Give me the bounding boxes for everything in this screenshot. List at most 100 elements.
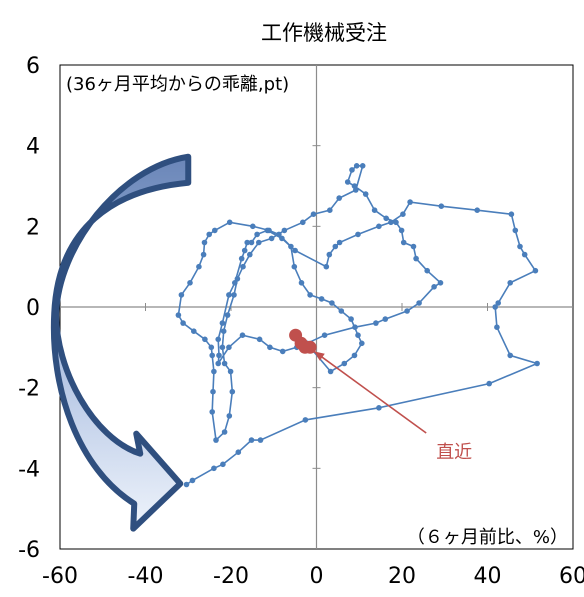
data-point [398,227,405,234]
data-point [227,368,234,375]
data-point [492,304,499,310]
data-point [359,340,365,347]
data-point [376,223,382,230]
data-series [175,163,540,488]
x-tick-label: -60 [42,564,78,589]
data-point [424,267,431,274]
data-point [266,227,272,234]
data-point [371,207,378,213]
data-point [332,243,339,250]
data-point [438,203,445,209]
data-point [202,336,208,343]
data-point [474,207,481,213]
x-tick-label: 60 [559,564,584,589]
data-point [200,251,207,258]
data-point [388,219,394,226]
curved-arrow-graphic [50,153,192,532]
data-point [248,437,255,443]
data-point [209,352,215,359]
data-point [248,239,255,246]
data-point [355,231,361,238]
data-point [178,292,185,298]
data-point [400,211,406,217]
data-point [213,437,219,443]
data-point [209,409,215,415]
data-point [206,231,212,238]
data-point [359,163,366,169]
data-point [310,211,317,217]
annotation-label: 直近 [436,442,472,463]
y-tick-label: -4 [18,457,40,482]
data-point [431,284,437,290]
data-point [407,199,413,205]
data-point [344,179,351,185]
data-point [329,300,335,306]
data-point [279,348,286,355]
y-tick-label: 6 [26,54,40,79]
data-point [349,167,355,173]
data-point [226,344,232,351]
data-point [437,280,444,286]
data-point [267,344,273,351]
data-point [404,308,410,314]
data-point [355,332,361,339]
data-point [521,251,528,258]
y-tick-label: 4 [26,135,40,160]
annotation-arrow-head [314,351,325,361]
data-point [534,360,540,367]
data-point [532,267,539,274]
data-point [220,461,226,468]
data-point [235,449,242,456]
data-point [486,380,493,387]
recent-point [303,340,317,354]
data-point [254,231,260,238]
data-point [348,316,354,322]
data-point [234,276,241,282]
data-point [413,255,419,262]
data-point [276,231,282,238]
data-point [219,320,226,326]
x-tick-label: 0 [310,564,324,589]
data-point [247,251,253,258]
annotation-arrow-line [313,350,427,434]
data-point [244,239,250,246]
data-point [211,465,217,472]
data-point [393,219,399,226]
data-point [215,360,221,367]
y-tick-label: 2 [26,215,40,240]
data-point [362,191,369,197]
data-point [410,243,417,250]
data-point [341,360,348,367]
data-point [201,239,208,246]
data-point [336,195,343,201]
data-point [507,352,513,359]
data-point [221,360,228,367]
data-point [291,263,298,270]
x-axis-label: （６ヶ月前比、%） [407,527,568,548]
data-point [416,300,422,306]
data-point [326,251,333,258]
data-point [239,332,246,339]
data-point [191,328,197,335]
data-point [318,296,325,302]
axes-layer [60,65,573,549]
data-point [250,223,256,230]
data-point [351,352,358,359]
data-point [210,388,216,395]
y-tick-label: 0 [26,296,40,321]
data-point [512,227,519,234]
data-point [224,312,231,318]
data-point [517,243,523,250]
data-point [256,336,263,343]
data-point [240,263,246,270]
data-point [208,344,215,351]
data-point [288,243,294,250]
data-point [373,320,379,326]
data-point [382,316,389,322]
data-point [495,300,502,306]
data-point [268,235,275,242]
data-point [321,332,328,339]
